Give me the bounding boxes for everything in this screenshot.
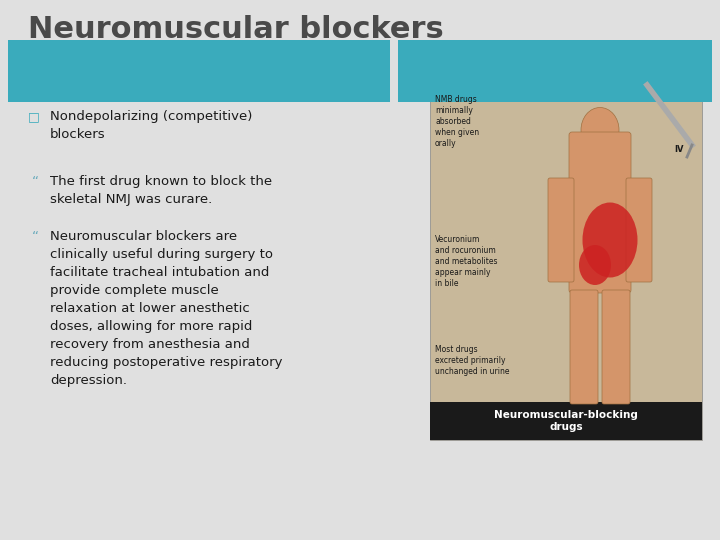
Ellipse shape [579,245,611,285]
Text: “: “ [32,230,39,244]
FancyBboxPatch shape [570,290,598,404]
Text: NMB drugs
minimally
absorbed
when given
orally: NMB drugs minimally absorbed when given … [435,95,479,148]
Text: □: □ [28,110,40,123]
Text: Neuromuscular-blocking
drugs: Neuromuscular-blocking drugs [494,410,638,432]
Ellipse shape [581,107,619,152]
FancyBboxPatch shape [626,178,652,282]
Text: IV: IV [674,145,683,154]
FancyBboxPatch shape [398,40,712,102]
Ellipse shape [582,202,637,278]
Text: Neuromuscular blockers are
clinically useful during surgery to
facilitate trache: Neuromuscular blockers are clinically us… [50,230,282,387]
FancyBboxPatch shape [602,290,630,404]
Text: The first drug known to block the
skeletal NMJ was curare.: The first drug known to block the skelet… [50,175,272,206]
Text: Vecuronium
and rocuronium
and metabolites
appear mainly
in bile: Vecuronium and rocuronium and metabolite… [435,235,498,288]
Text: Nondepolarizing (competitive)
blockers: Nondepolarizing (competitive) blockers [50,110,253,141]
FancyBboxPatch shape [430,90,702,440]
FancyBboxPatch shape [8,40,390,102]
FancyBboxPatch shape [548,178,574,282]
Text: Most drugs
excreted primarily
unchanged in urine: Most drugs excreted primarily unchanged … [435,345,510,376]
FancyBboxPatch shape [569,132,631,293]
Text: “: “ [32,175,39,189]
FancyBboxPatch shape [430,402,702,440]
Text: Neuromuscular blockers: Neuromuscular blockers [28,15,444,44]
